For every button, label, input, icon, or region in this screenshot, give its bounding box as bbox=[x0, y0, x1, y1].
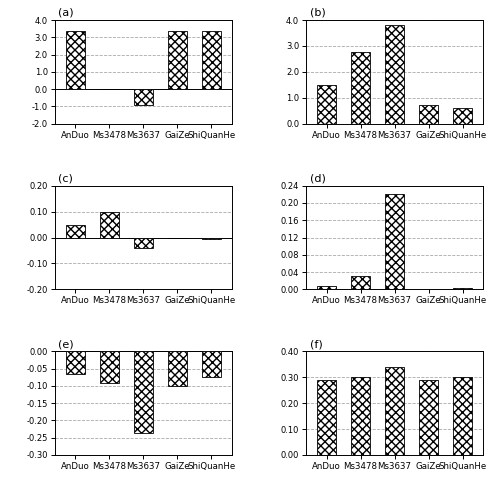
Bar bbox=[100, 212, 119, 238]
Bar bbox=[351, 378, 370, 455]
Bar bbox=[134, 89, 152, 104]
Text: (e): (e) bbox=[58, 340, 74, 349]
Bar bbox=[168, 352, 187, 386]
Bar bbox=[134, 238, 152, 248]
Bar bbox=[453, 108, 472, 124]
Bar bbox=[385, 24, 404, 124]
Bar bbox=[317, 85, 336, 124]
Bar bbox=[168, 31, 187, 89]
Bar bbox=[453, 288, 472, 290]
Bar bbox=[202, 352, 221, 378]
Bar bbox=[419, 380, 438, 455]
Text: (a): (a) bbox=[58, 8, 74, 18]
Bar bbox=[66, 224, 85, 237]
Bar bbox=[419, 106, 438, 124]
Bar bbox=[317, 380, 336, 455]
Bar bbox=[453, 378, 472, 455]
Bar bbox=[100, 352, 119, 382]
Text: (b): (b) bbox=[310, 8, 325, 18]
Bar bbox=[134, 352, 152, 432]
Bar bbox=[351, 276, 370, 289]
Bar bbox=[385, 367, 404, 455]
Text: (c): (c) bbox=[58, 174, 73, 184]
Bar bbox=[202, 238, 221, 239]
Bar bbox=[351, 52, 370, 124]
Bar bbox=[202, 31, 221, 89]
Text: (f): (f) bbox=[310, 340, 322, 349]
Bar bbox=[66, 31, 85, 89]
Text: (d): (d) bbox=[310, 174, 326, 184]
Bar bbox=[66, 352, 85, 374]
Bar bbox=[317, 286, 336, 290]
Bar bbox=[385, 194, 404, 290]
